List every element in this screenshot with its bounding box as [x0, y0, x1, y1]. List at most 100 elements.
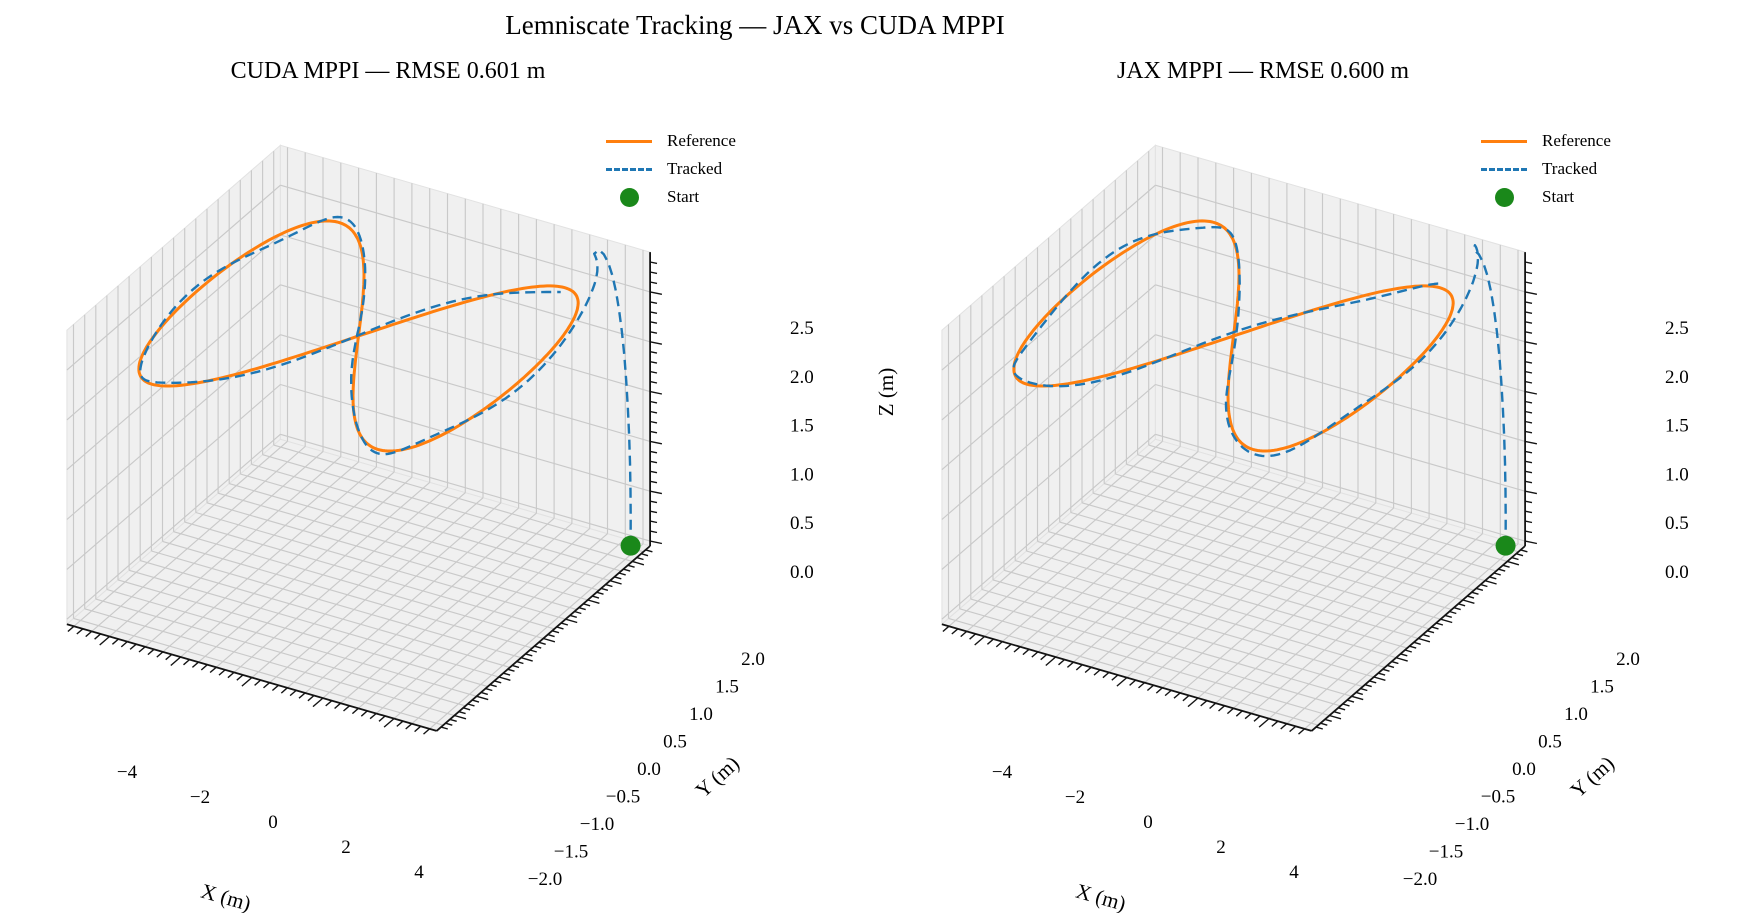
swatch-box: [606, 167, 652, 171]
y-tick: [521, 657, 533, 662]
y-tick-label: 0.0: [1512, 759, 1536, 780]
y-tick: [463, 707, 471, 711]
z-tick: [1524, 470, 1533, 474]
x-tick: [1040, 653, 1048, 661]
y-tick-label: 0.5: [663, 732, 687, 753]
y-tick: [467, 703, 475, 707]
legend-item-start: Start: [606, 183, 786, 211]
z-tick: [649, 370, 658, 374]
legend-item-tracked: Tracked: [606, 155, 786, 183]
z-tick: [649, 480, 658, 484]
z-tick: [649, 311, 658, 314]
z-tick: [649, 341, 663, 345]
y-tick: [458, 711, 466, 715]
y-tick: [1324, 718, 1332, 722]
z-tick: [649, 291, 663, 295]
y-tick: [614, 576, 622, 580]
x-tick: [218, 669, 226, 676]
x-tick: [147, 648, 155, 656]
z-tick: [649, 380, 658, 384]
x-tick: [200, 664, 208, 671]
tracked-curve: [139, 215, 632, 546]
x-tick: [1116, 677, 1128, 687]
z-tick: [1524, 520, 1533, 524]
x-tick: [1155, 687, 1163, 694]
y-tick: [569, 614, 577, 618]
x-tick: [1164, 689, 1172, 697]
wall-grid-line: [1155, 184, 1526, 293]
x-tick: [241, 677, 253, 687]
y-tick: [1480, 583, 1488, 588]
y-tick: [552, 630, 560, 634]
y-tick: [1431, 626, 1439, 630]
tracked-line-swatch: [1481, 167, 1527, 171]
z-tick: [1524, 440, 1538, 445]
x-tick: [986, 638, 994, 645]
x-tick-label: 0: [1143, 812, 1153, 833]
z-tick: [1524, 380, 1533, 384]
y-tick: [1449, 610, 1457, 615]
y-tick-label: −1.5: [1429, 842, 1463, 863]
floor-grid-line: [184, 521, 555, 630]
y-tick: [1520, 549, 1528, 553]
y-tick: [1476, 587, 1484, 591]
y-tick-label: 0.5: [1538, 732, 1562, 753]
y-tick: [503, 672, 511, 676]
wall-grid-line: [1155, 234, 1526, 343]
z-tick: [649, 351, 658, 354]
y-tick: [525, 653, 533, 657]
z-tick: [1524, 540, 1538, 545]
floor-grid-line: [1137, 454, 1508, 562]
y-axis-label: Y (m): [691, 751, 744, 802]
floor-grid-line: [1070, 511, 1441, 620]
floor-grid-line: [117, 579, 488, 688]
y-tick: [543, 637, 556, 643]
z-tick: [1524, 410, 1533, 414]
legend-label-tracked: Tracked: [1542, 159, 1598, 178]
wall-grid-line: [280, 184, 651, 293]
x-tick-label: −2: [1065, 787, 1085, 808]
reference-line-swatch: [1481, 139, 1527, 143]
z-tick: [649, 321, 658, 324]
y-tick: [583, 603, 591, 607]
x-tick-label: −4: [117, 762, 138, 783]
z-tick: [1524, 341, 1538, 345]
wall-grid-line: [66, 433, 281, 620]
z-tick: [649, 540, 663, 545]
x-tick: [298, 692, 306, 699]
start-marker-swatch: [1494, 187, 1514, 207]
y-tick: [1338, 707, 1346, 711]
x-tick-label: 0: [268, 812, 278, 833]
start-marker-swatch: [619, 187, 639, 207]
x-tick: [1218, 705, 1225, 712]
z-tick: [649, 400, 658, 404]
x-tick: [995, 641, 1003, 648]
z-tick: [1524, 510, 1533, 514]
y-tick: [561, 622, 569, 626]
z-tick: [649, 490, 663, 495]
z-tick: [1524, 390, 1538, 395]
legend-label-tracked: Tracked: [667, 159, 723, 178]
y-tick: [1391, 660, 1399, 665]
swatch-box: [1481, 167, 1527, 171]
z-tick: [1524, 281, 1533, 285]
x-tick: [942, 625, 950, 633]
z-tick: [1524, 500, 1533, 504]
floor-grid-line: [970, 598, 1341, 707]
y-tick: [565, 618, 578, 624]
grid-lines: [941, 147, 1526, 730]
floor-grid-line: [959, 608, 1330, 717]
z-tick-label: 2.0: [790, 367, 814, 388]
y-tick: [1440, 618, 1453, 624]
z-tick: [1524, 311, 1533, 314]
y-tick-label: 1.5: [715, 677, 739, 698]
start-marker: [1495, 535, 1516, 556]
floor-grid-line: [84, 608, 455, 717]
wall-grid-line: [280, 234, 651, 343]
swatch-box: [1481, 187, 1527, 207]
y-tick: [1444, 614, 1452, 618]
z-tick: [1524, 530, 1533, 534]
x-tick-label: 2: [341, 837, 351, 858]
legend-cuda: Reference Tracked Start: [606, 127, 786, 211]
x-tick: [960, 630, 968, 638]
